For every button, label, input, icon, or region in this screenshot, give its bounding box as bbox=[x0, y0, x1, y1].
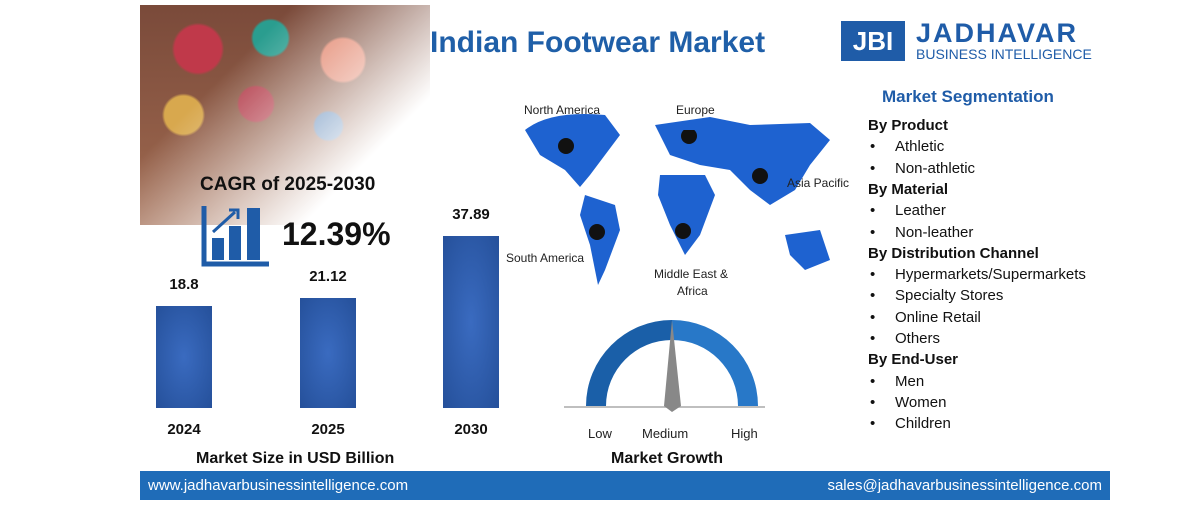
segment-item-label: Men bbox=[895, 372, 925, 390]
gauge-medium: Medium bbox=[642, 426, 689, 441]
cagr-label: CAGR of 2025-2030 bbox=[200, 174, 376, 195]
world-map bbox=[525, 114, 830, 285]
gauge-needle bbox=[664, 320, 681, 412]
x-tick-label: 2030 bbox=[454, 421, 488, 438]
segment-item-label: Specialty Stores bbox=[895, 287, 1004, 305]
segment-item: • Men bbox=[870, 373, 924, 390]
x-tick-label: 2024 bbox=[167, 421, 201, 438]
footwear-photo bbox=[140, 5, 430, 225]
bar-2025 bbox=[300, 297, 356, 408]
segment-item: • Non-athletic bbox=[870, 160, 975, 177]
segment-item: • Non-leather bbox=[870, 224, 973, 241]
segment-item-label: Women bbox=[895, 393, 947, 411]
bullet-icon: • bbox=[870, 223, 876, 241]
segment-item: • Hypermarkets/Supermarkets bbox=[870, 266, 1086, 283]
segment-item-label: Others bbox=[895, 330, 941, 347]
bullet-icon: • bbox=[870, 266, 876, 284]
footer-email[interactable]: sales@jadhavarbusinessintelligence.com bbox=[827, 477, 1102, 494]
region-asia-pacific: Asia Pacific bbox=[787, 176, 850, 190]
bullet-icon: • bbox=[870, 159, 876, 177]
footer-website[interactable]: www.jadhavarbusinessintelligence.com bbox=[148, 477, 409, 494]
segmentation-title: Market Segmentation bbox=[882, 87, 1054, 106]
gauge-low: Low bbox=[588, 426, 612, 441]
logo-mark: JBI bbox=[841, 21, 905, 61]
cagr-value: 12.39% bbox=[282, 216, 391, 252]
chart-xlabel: Market Size in USD Billion bbox=[196, 450, 395, 467]
segment-item-label: Athletic bbox=[895, 138, 945, 156]
bullet-icon: • bbox=[870, 393, 876, 411]
location-pins bbox=[558, 130, 768, 240]
page-title: Indian Footwear Market bbox=[430, 26, 766, 59]
region-europe: Europe bbox=[676, 103, 715, 117]
segment-item-label: Online Retail bbox=[895, 308, 981, 326]
logo-name: JADHAVAR bbox=[916, 18, 1079, 48]
segment-item: • Specialty Stores bbox=[870, 287, 1003, 304]
bullet-icon: • bbox=[870, 308, 876, 326]
segment-heading: By Material bbox=[868, 180, 949, 198]
segment-heading: By Distribution Channel bbox=[868, 244, 1039, 262]
bar-2030 bbox=[443, 236, 499, 408]
segment-item: • Athletic bbox=[870, 138, 944, 155]
bullet-icon: • bbox=[870, 202, 876, 220]
segment-item-label: Hypermarkets/Supermarkets bbox=[895, 266, 1086, 284]
segment-item-label: Non-leather bbox=[895, 223, 974, 241]
bullet-icon: • bbox=[870, 415, 876, 433]
region-mea-2: Africa bbox=[677, 284, 708, 298]
segment-item-label: Children bbox=[895, 415, 951, 433]
logo-sub: BUSINESS INTELLIGENCE bbox=[916, 46, 1092, 62]
region-south-america: South America bbox=[506, 251, 585, 265]
x-tick-label: 2025 bbox=[311, 421, 345, 438]
segment-item-label: Non-athletic bbox=[895, 159, 976, 177]
segment-item: • Online Retail bbox=[870, 309, 981, 326]
bar-value-label: 37.89 bbox=[452, 206, 490, 224]
region-mea: Middle East & bbox=[654, 267, 729, 281]
gauge-title: Market Growth bbox=[611, 450, 724, 467]
footer: www.jadhavarbusinessintelligence.com sal… bbox=[140, 471, 1110, 500]
segment-item: • Others bbox=[870, 330, 940, 347]
bullet-icon: • bbox=[870, 330, 876, 347]
bar-value-label: 18.8 bbox=[169, 276, 199, 294]
segment-item: • Leather bbox=[870, 202, 946, 219]
segment-heading: By End-User bbox=[868, 351, 959, 369]
segment-item: • Children bbox=[870, 415, 951, 432]
gauge-high: High bbox=[731, 426, 758, 441]
bar-2024 bbox=[156, 306, 212, 408]
bullet-icon: • bbox=[870, 287, 876, 305]
bullet-icon: • bbox=[870, 372, 876, 390]
growth-gauge bbox=[564, 320, 765, 412]
segment-heading: By Product bbox=[868, 117, 949, 134]
segment-item: • Women bbox=[870, 394, 946, 411]
segment-item-label: Leather bbox=[895, 202, 946, 220]
bullet-icon: • bbox=[870, 138, 876, 156]
growth-chart-icon bbox=[201, 206, 269, 267]
bar-value-label: 21.12 bbox=[309, 267, 347, 285]
region-north-america: North America bbox=[524, 103, 601, 117]
